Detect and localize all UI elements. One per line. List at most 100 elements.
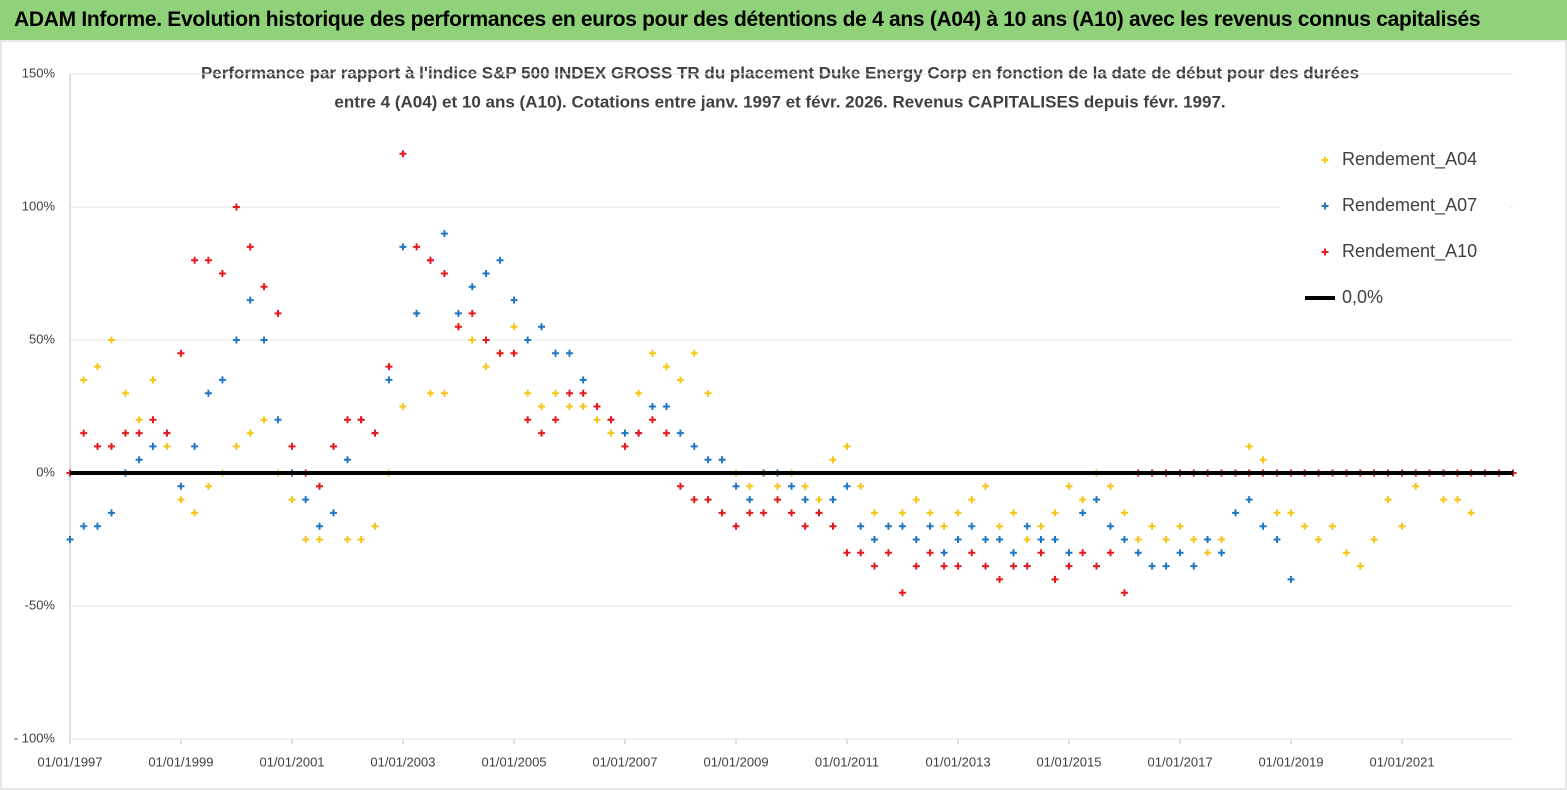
marker <box>552 416 560 424</box>
marker <box>343 416 351 424</box>
marker <box>121 429 129 437</box>
marker <box>218 376 226 384</box>
marker <box>177 482 185 490</box>
marker <box>898 509 906 517</box>
marker <box>329 442 337 450</box>
marker <box>107 509 115 517</box>
marker <box>1342 549 1350 557</box>
marker <box>440 389 448 397</box>
marker <box>149 376 157 384</box>
marker <box>316 536 324 543</box>
marker <box>538 403 546 410</box>
marker <box>399 243 407 251</box>
marker <box>204 482 212 490</box>
marker <box>843 442 851 450</box>
marker <box>1162 562 1170 570</box>
marker <box>80 429 88 437</box>
x-tick-label: 01/01/1999 <box>148 754 213 769</box>
marker <box>66 536 74 543</box>
x-tick-label: 01/01/2021 <box>1370 754 1435 769</box>
marker <box>149 442 157 450</box>
marker <box>926 509 934 517</box>
marker <box>676 376 684 384</box>
marker <box>565 349 573 357</box>
legend-label: 0,0% <box>1342 287 1383 307</box>
marker <box>940 562 948 570</box>
marker <box>1051 536 1059 543</box>
marker <box>468 283 476 291</box>
marker <box>1148 562 1156 570</box>
marker <box>926 549 934 557</box>
marker <box>1106 482 1114 490</box>
marker <box>843 549 851 557</box>
marker <box>968 522 976 530</box>
marker <box>801 482 809 490</box>
x-tick-label: 01/01/2001 <box>259 754 324 769</box>
x-tick-label: 01/01/2005 <box>481 754 546 769</box>
marker <box>829 456 837 464</box>
marker <box>163 429 171 437</box>
marker <box>1259 522 1267 530</box>
marker <box>80 522 88 530</box>
marker <box>371 522 379 530</box>
y-tick-label: -50% <box>25 597 56 612</box>
marker <box>1176 549 1184 557</box>
marker <box>204 389 212 397</box>
y-tick-label: - 100% <box>14 730 56 745</box>
marker <box>829 496 837 504</box>
marker <box>260 416 268 424</box>
marker <box>648 416 656 424</box>
marker <box>870 509 878 517</box>
marker <box>996 536 1004 543</box>
y-tick-label: 100% <box>22 198 56 213</box>
marker <box>135 429 143 437</box>
marker <box>607 429 615 437</box>
marker <box>898 522 906 530</box>
marker <box>1412 482 1420 490</box>
x-tick-label: 01/01/2013 <box>926 754 991 769</box>
marker <box>1037 536 1045 543</box>
marker <box>1120 536 1128 543</box>
marker <box>1023 562 1031 570</box>
marker <box>1314 536 1322 543</box>
marker <box>94 522 102 530</box>
marker <box>884 522 892 530</box>
chart: Performance par rapport à l'indice S&P 5… <box>0 40 1567 790</box>
x-tick-label: 01/01/2015 <box>1036 754 1101 769</box>
marker <box>926 522 934 530</box>
marker <box>246 429 254 437</box>
marker <box>1190 562 1198 570</box>
marker <box>940 522 948 530</box>
marker <box>163 442 171 450</box>
marker <box>1204 549 1212 557</box>
marker <box>552 389 560 397</box>
legend-label: Rendement_A10 <box>1342 241 1477 262</box>
marker <box>440 230 448 238</box>
legend-box <box>1280 140 1510 320</box>
marker <box>815 496 823 504</box>
marker <box>135 456 143 464</box>
marker <box>982 482 990 490</box>
marker <box>870 536 878 543</box>
marker <box>107 336 115 344</box>
marker <box>565 403 573 410</box>
marker <box>413 309 421 317</box>
marker <box>593 416 601 424</box>
marker <box>648 403 656 410</box>
marker <box>954 509 962 517</box>
marker <box>718 456 726 464</box>
marker <box>1287 509 1295 517</box>
marker <box>996 575 1004 583</box>
marker <box>1065 562 1073 570</box>
marker <box>662 403 670 410</box>
marker <box>246 296 254 304</box>
marker <box>316 522 324 530</box>
marker <box>788 482 795 490</box>
marker <box>288 442 296 450</box>
marker <box>1218 536 1226 543</box>
marker <box>1010 549 1018 557</box>
marker <box>1134 536 1142 543</box>
marker <box>191 256 199 264</box>
marker <box>538 323 546 331</box>
marker <box>482 336 490 344</box>
